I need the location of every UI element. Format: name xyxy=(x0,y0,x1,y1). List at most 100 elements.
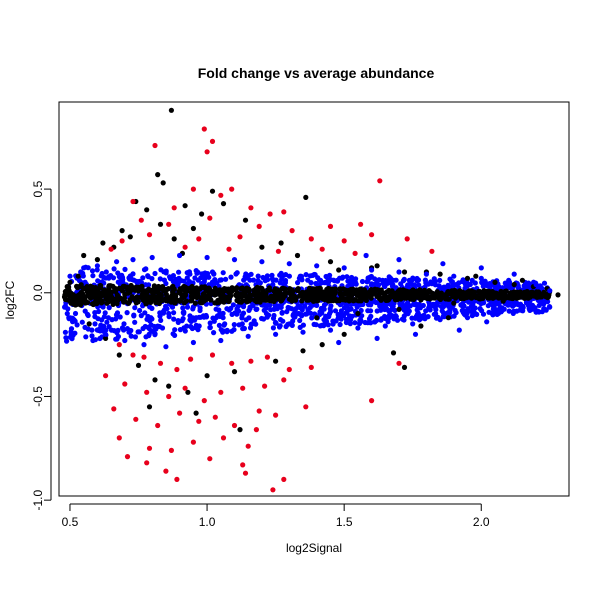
data-point xyxy=(511,281,517,288)
band-point-black xyxy=(199,284,205,290)
band-point-blue xyxy=(340,274,346,280)
band-point-blue xyxy=(246,307,252,313)
band-point-black xyxy=(207,290,213,296)
band-point-black xyxy=(190,290,196,296)
band-point-blue xyxy=(422,315,428,321)
band-point-black xyxy=(106,284,112,290)
data-point xyxy=(190,439,196,445)
band-point-blue xyxy=(356,320,363,327)
band-point-black xyxy=(257,299,263,305)
band-point-blue xyxy=(464,310,470,316)
data-point xyxy=(539,294,545,300)
data-point xyxy=(533,281,539,288)
band-point-blue xyxy=(405,311,411,317)
data-point xyxy=(114,259,120,265)
data-point xyxy=(212,414,218,420)
band-point-blue xyxy=(115,270,121,276)
data-point xyxy=(401,269,408,275)
band-point-blue xyxy=(324,279,330,285)
band-point-black xyxy=(516,290,522,296)
band-point-blue xyxy=(101,314,107,320)
band-point-black xyxy=(125,287,131,294)
band-point-black xyxy=(216,299,223,305)
band-point-black xyxy=(226,298,232,304)
band-point-blue xyxy=(65,306,71,312)
band-point-black xyxy=(387,293,393,299)
band-point-blue xyxy=(332,308,339,314)
data-point xyxy=(182,244,188,250)
band-point-blue xyxy=(277,317,284,323)
data-point xyxy=(464,315,471,321)
band-point-blue xyxy=(144,316,150,322)
data-point xyxy=(273,331,279,337)
band-point-blue xyxy=(453,310,459,316)
band-point-black xyxy=(322,289,328,295)
data-point xyxy=(464,275,471,281)
band-point-black xyxy=(361,287,367,293)
band-point-black xyxy=(92,295,98,301)
band-point-blue xyxy=(344,274,350,280)
data-point xyxy=(193,410,199,416)
data-point xyxy=(396,306,402,312)
band-point-blue xyxy=(97,328,103,334)
band-point-blue xyxy=(248,271,254,277)
band-point-black xyxy=(66,293,72,299)
data-point xyxy=(478,265,484,271)
data-point xyxy=(242,470,249,476)
data-point xyxy=(294,252,301,259)
band-point-black xyxy=(189,297,195,303)
band-point-blue xyxy=(231,322,237,328)
band-point-black xyxy=(469,295,475,301)
data-point xyxy=(374,263,380,269)
band-point-blue xyxy=(89,268,96,274)
band-point-blue xyxy=(180,305,186,311)
band-point-blue xyxy=(137,307,143,314)
data-point xyxy=(127,234,133,240)
data-point xyxy=(484,319,490,325)
data-point xyxy=(369,232,375,238)
data-point xyxy=(240,385,246,391)
band-point-blue xyxy=(347,282,353,288)
band-point-blue xyxy=(277,280,283,286)
band-point-black xyxy=(118,295,124,301)
band-point-blue xyxy=(207,320,213,326)
band-point-blue xyxy=(250,277,257,283)
band-point-blue xyxy=(113,336,119,342)
band-point-blue xyxy=(216,322,222,328)
data-point xyxy=(423,271,429,277)
band-point-blue xyxy=(181,278,187,284)
data-point xyxy=(119,238,125,244)
band-point-blue xyxy=(124,310,130,316)
data-point xyxy=(157,360,164,366)
band-point-blue xyxy=(76,278,83,284)
band-point-black xyxy=(306,297,312,303)
band-point-blue xyxy=(479,308,485,314)
band-point-blue xyxy=(337,321,343,328)
band-point-blue xyxy=(431,276,437,282)
band-point-black xyxy=(90,301,96,307)
band-point-blue xyxy=(278,304,284,310)
data-point xyxy=(229,360,235,366)
band-point-blue xyxy=(92,337,98,343)
band-point-blue xyxy=(276,324,283,330)
band-point-black xyxy=(104,300,110,306)
band-point-blue xyxy=(358,307,364,314)
band-point-blue xyxy=(145,324,151,330)
band-point-blue xyxy=(285,321,291,327)
band-point-blue xyxy=(374,317,380,323)
band-point-blue xyxy=(180,316,186,322)
band-point-blue xyxy=(498,306,505,312)
data-point xyxy=(231,257,238,263)
data-point xyxy=(437,317,443,323)
data-point xyxy=(152,377,158,383)
band-point-blue xyxy=(131,312,137,318)
data-point xyxy=(281,377,287,383)
band-point-blue xyxy=(255,278,261,284)
band-point-blue xyxy=(331,277,337,283)
band-point-blue xyxy=(373,299,379,306)
data-point xyxy=(308,236,314,242)
band-point-blue xyxy=(359,278,366,285)
data-point xyxy=(237,427,243,433)
data-point xyxy=(336,267,342,273)
data-point xyxy=(157,221,164,227)
